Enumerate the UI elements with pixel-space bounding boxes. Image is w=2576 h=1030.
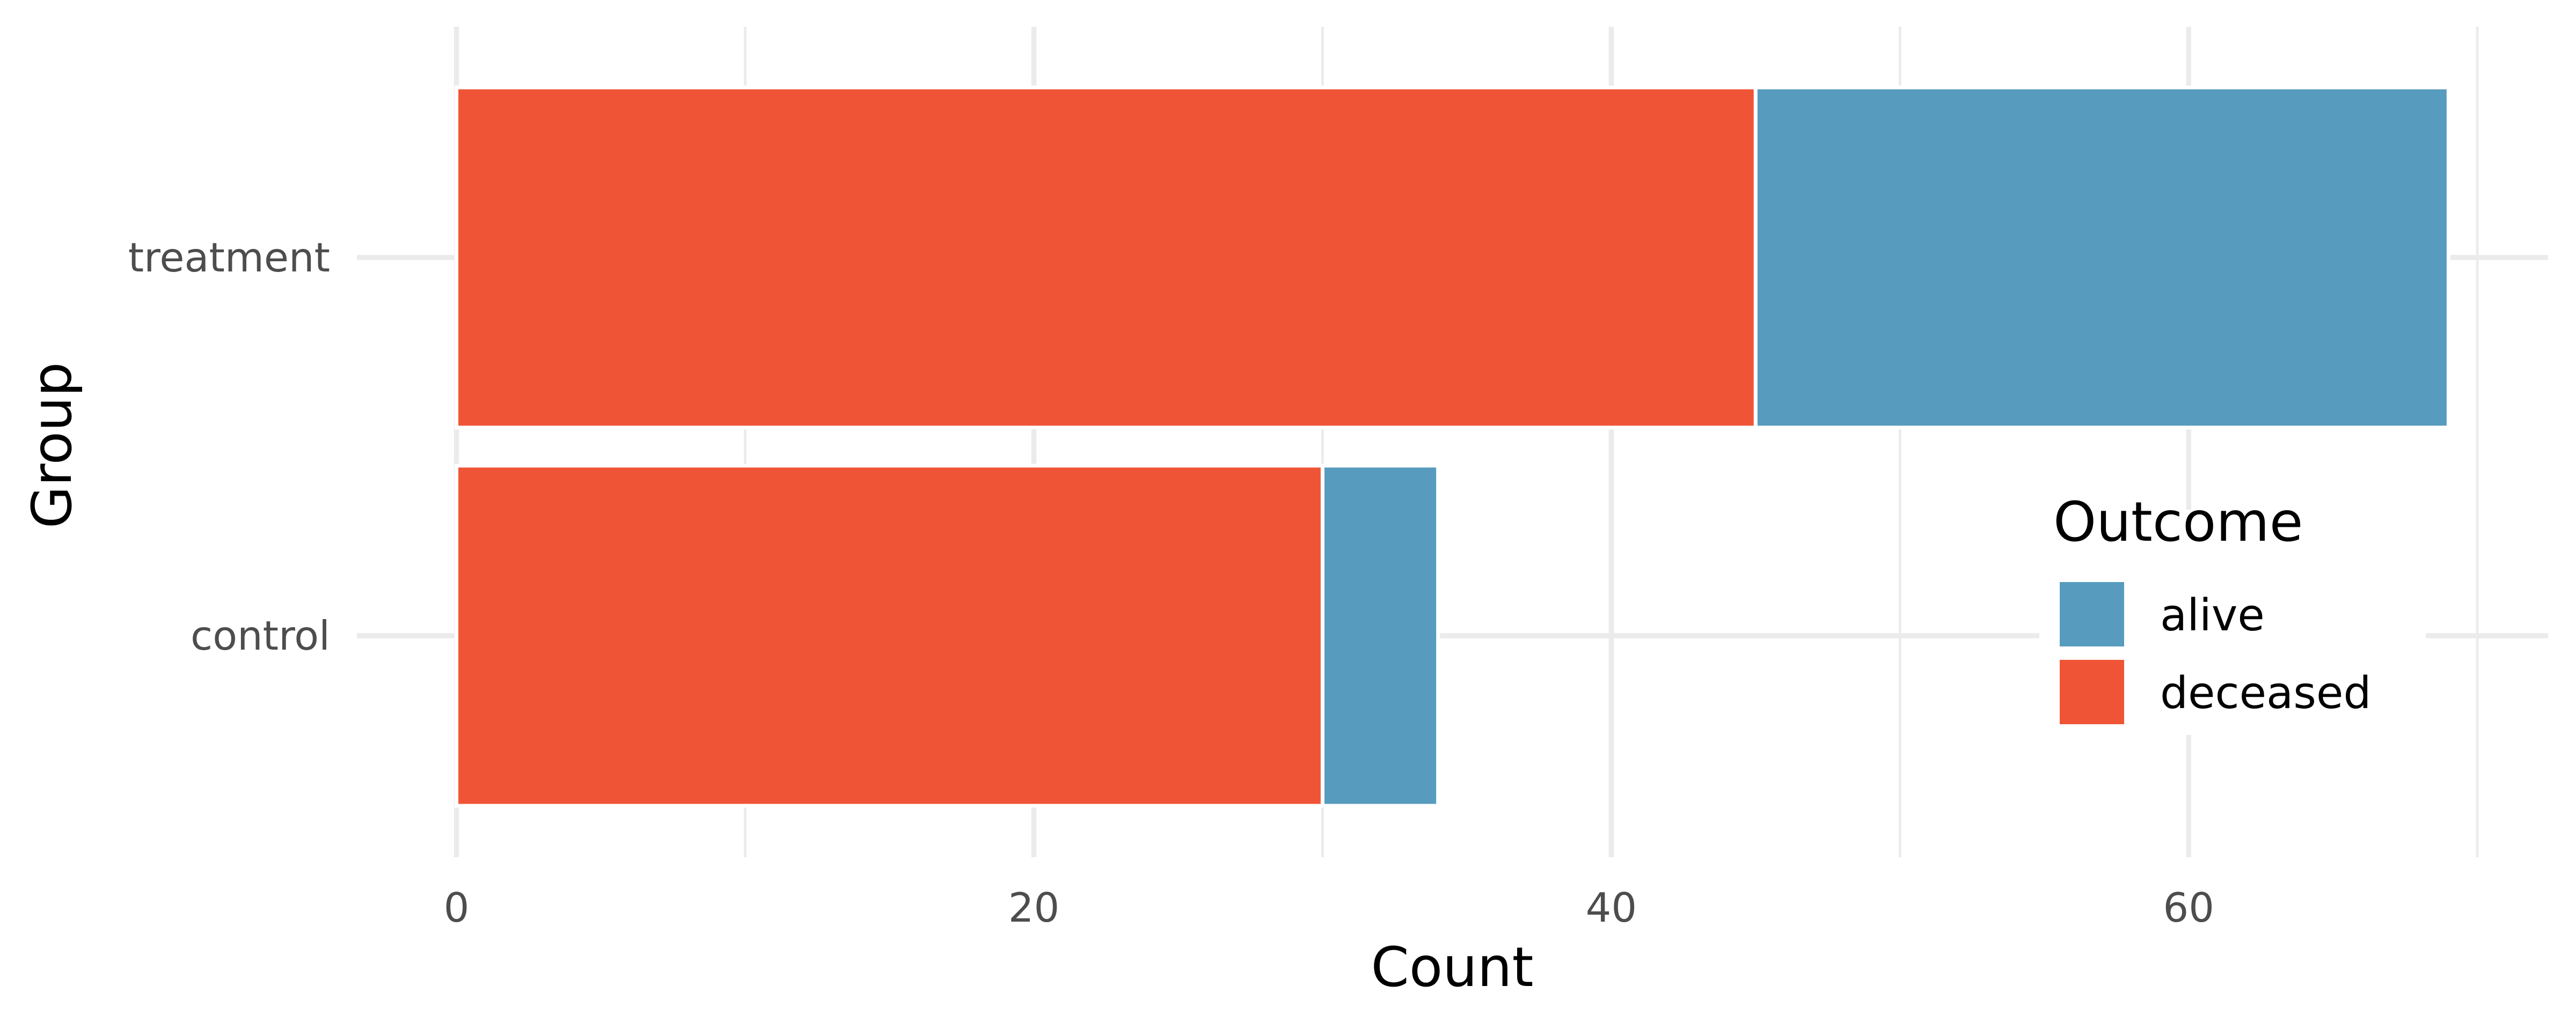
y-axis-title: Group — [20, 362, 84, 529]
bar-treatment-deceased — [455, 85, 1758, 430]
bar-control-deceased — [455, 464, 1324, 808]
legend-label-alive: alive — [2160, 590, 2265, 641]
bar-treatment-alive — [1753, 85, 2450, 430]
legend-label-deceased: deceased — [2160, 668, 2372, 719]
x-tick-label-20: 20 — [1008, 884, 1059, 931]
y-tick-label-treatment: treatment — [128, 234, 330, 281]
x-tick-label-0: 0 — [444, 884, 470, 931]
legend-key-alive — [2060, 582, 2124, 646]
y-tick-labels: control treatment — [128, 234, 330, 659]
legend-title: Outcome — [2053, 490, 2303, 554]
x-tick-labels: 0 20 40 60 — [444, 884, 2214, 931]
x-tick-label-60: 60 — [2163, 884, 2214, 931]
bars — [455, 85, 2450, 808]
legend-key-deceased — [2060, 660, 2124, 724]
bar-control-alive — [1320, 464, 1440, 808]
y-tick-label-control: control — [191, 612, 330, 659]
x-tick-label-40: 40 — [1586, 884, 1637, 931]
x-axis-title: Count — [1371, 936, 1534, 999]
legend: Outcome alive deceased — [2039, 490, 2426, 735]
